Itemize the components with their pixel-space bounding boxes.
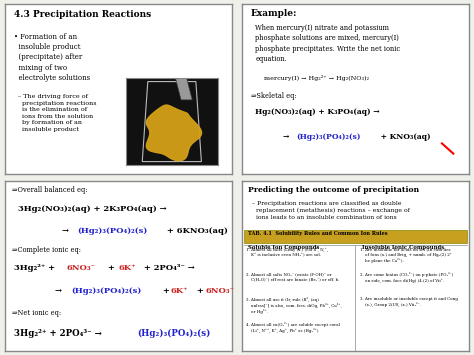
Text: (Hg₂)₃(PO₄)₂(s): (Hg₂)₃(PO₄)₂(s) xyxy=(137,329,210,338)
Text: 3. Almost all use it (Ir, rule (B², (aq)
    unless[⁻] is also, com. fres. diOg,: 3. Almost all use it (Ir, rule (B², (aq)… xyxy=(246,297,342,314)
Text: (Hg₂)₃(PO₄)₂(s): (Hg₂)₃(PO₄)₂(s) xyxy=(296,133,361,141)
Text: Example:: Example: xyxy=(251,9,297,18)
Text: 3Hg₂²⁺ + 2PO₄³⁻ →: 3Hg₂²⁺ + 2PO₄³⁻ → xyxy=(14,329,105,338)
Text: (Hg₂)₃(PO₄)₂(s): (Hg₂)₃(PO₄)₂(s) xyxy=(71,286,141,295)
Text: + 6KNO₃(aq): + 6KNO₃(aq) xyxy=(164,227,228,235)
Text: ⇒Overall balanced eq:: ⇒Overall balanced eq: xyxy=(11,186,87,194)
Text: →: → xyxy=(283,133,292,141)
Text: Hg₂(NO₃)₂(aq) + K₃PO₄(aq) →: Hg₂(NO₃)₂(aq) + K₃PO₄(aq) → xyxy=(255,108,380,116)
Text: mercury(I) → Hg₂²⁺ → Hg₂(NO₃)₂: mercury(I) → Hg₂²⁺ → Hg₂(NO₃)₂ xyxy=(264,75,369,81)
Text: Insoluble Ionic Compounds: Insoluble Ionic Compounds xyxy=(362,245,444,250)
Text: +: + xyxy=(105,264,118,273)
Text: +: + xyxy=(160,286,173,295)
Text: 4.3 Precipitation Reactions: 4.3 Precipitation Reactions xyxy=(14,10,151,20)
Text: TAB. 4.1  Solubility Rules and Common Ion Rules: TAB. 4.1 Solubility Rules and Common Ion… xyxy=(248,231,388,236)
Text: Soluble Ion Compounds: Soluble Ion Compounds xyxy=(248,245,320,250)
Text: – Precipitation reactions are classified as double
    replacement (metathesis) : – Precipitation reactions are classified… xyxy=(248,201,410,220)
Bar xyxy=(244,230,467,243)
Text: 2. Almost all salts NO₃⁻ (exists (F-OH)⁻ or
    C(H₂O)⁻) eff rest are binate (Br: 2. Almost all salts NO₃⁻ (exists (F-OH)⁻… xyxy=(246,272,339,281)
Polygon shape xyxy=(146,105,201,161)
Text: 3. Are insoluble or insoluble except it and Cong
    (x.), Group 2(US, (x.) Vii₄: 3. Are insoluble or insoluble except it … xyxy=(360,297,458,307)
Polygon shape xyxy=(175,78,192,100)
Text: ⇒Skeletal eq:: ⇒Skeletal eq: xyxy=(251,92,296,100)
Text: ⇒Complete ionic eq:: ⇒Complete ionic eq: xyxy=(11,246,81,254)
Text: 6K⁺: 6K⁺ xyxy=(171,286,189,295)
Text: →: → xyxy=(62,227,72,235)
Text: ⇒Net ionic eq:: ⇒Net ionic eq: xyxy=(11,309,61,317)
Text: 1. Almost all salts (Limy (x.) (cof a², N,⁺,
    K⁺ is inclusive even NH₄⁺) are : 1. Almost all salts (Limy (x.) (cof a², … xyxy=(246,247,328,257)
Text: (Hg₂)₃(PO₄)₂(s): (Hg₂)₃(PO₄)₂(s) xyxy=(78,227,148,235)
Text: + KNO₃(aq): + KNO₃(aq) xyxy=(378,133,431,141)
Text: 6NO₃⁻: 6NO₃⁻ xyxy=(205,286,234,295)
Text: • Formation of an
  insoluble product
  (precipitate) after
  mixing of two
  el: • Formation of an insoluble product (pre… xyxy=(14,33,90,82)
Text: →: → xyxy=(55,286,65,295)
Text: Predicting the outcome of precipitation: Predicting the outcome of precipitation xyxy=(248,186,419,194)
Text: When mercury(I) nitrate and potassium
phosphate solutions are mixed, mercury(I)
: When mercury(I) nitrate and potassium ph… xyxy=(255,24,401,63)
Text: 6K⁺: 6K⁺ xyxy=(118,264,136,273)
Text: 3Hg₂(NO₃)₂(aq) + 2K₃PO₄(aq) →: 3Hg₂(NO₃)₂(aq) + 2K₃PO₄(aq) → xyxy=(18,205,167,213)
Text: 6NO₃⁻: 6NO₃⁻ xyxy=(66,264,95,273)
Text: 1. Are insoluble for acids on set (In com-lies
    of Ions (x.) and Brig, + numb: 1. Are insoluble for acids on set (In co… xyxy=(360,247,452,263)
Text: +: + xyxy=(194,286,207,295)
Text: – The driving force of
    precipitation reactions
    is the elimination of
   : – The driving force of precipitation rea… xyxy=(14,94,96,132)
Text: 3Hg₂²⁺ +: 3Hg₂²⁺ + xyxy=(14,264,58,273)
Text: + 2PO₄³⁻ →: + 2PO₄³⁻ → xyxy=(141,264,195,273)
Text: 2. Are come hiatus (CO₃²⁻) on p-phate (PO₄³⁻)
    on side, com. face di(Hg) (4.(: 2. Are come hiatus (CO₃²⁻) on p-phate (P… xyxy=(360,272,453,283)
Text: 4. Almost all cu(O₄²⁻) are soluble except coral
    (Li⁺, N⁺⁺, K⁺, Ag⁺, Pb⁺ as (: 4. Almost all cu(O₄²⁻) are soluble excep… xyxy=(246,322,340,333)
